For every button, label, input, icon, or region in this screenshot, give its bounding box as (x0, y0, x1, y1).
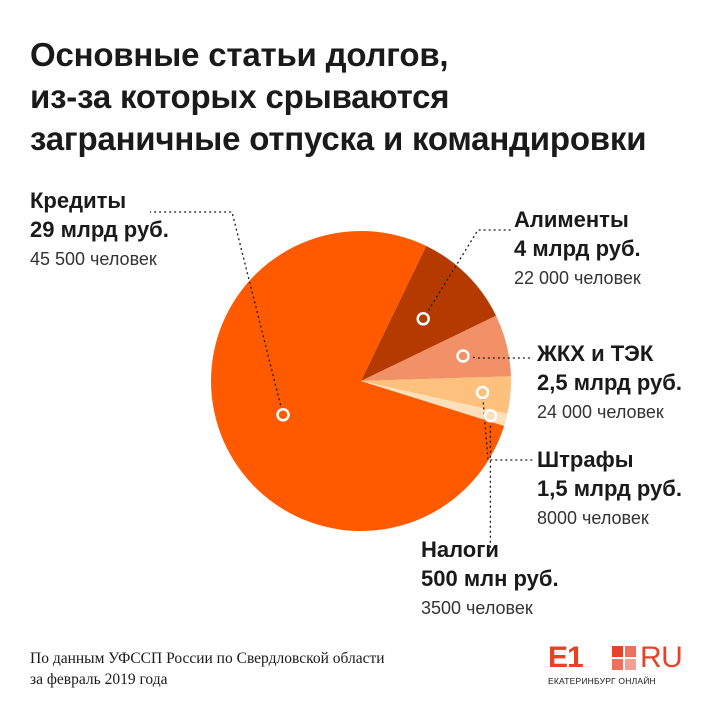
slice-people: 3500 человек (421, 598, 533, 618)
slice-name: Алименты (514, 207, 629, 232)
slice-name: Кредиты (30, 188, 127, 213)
pie-slice (361, 381, 508, 426)
leader-dot (483, 408, 498, 423)
slice-amount: 2,5 млрд руб. (537, 370, 682, 395)
slice-people: 8000 человек (537, 508, 649, 528)
chart-title: Основные статьи долгов, из-за которых ср… (30, 34, 647, 160)
slice-label-taxes: Налоги 500 млн руб. 3500 человек (421, 535, 559, 623)
slice-people: 24 000 человек (537, 402, 664, 422)
title-line: Основные статьи долгов, (30, 36, 449, 73)
slice-name: ЖКХ и ТЭК (537, 341, 654, 366)
slice-amount: 1,5 млрд руб. (537, 476, 682, 501)
leader-lines (150, 211, 533, 548)
logo-squares-icon (612, 646, 636, 670)
leader-dot (276, 408, 290, 422)
logo-mark: E1 (548, 641, 584, 674)
slice-label-alimony: Алименты 4 млрд руб. 22 000 человек (514, 205, 641, 293)
source-line: за февраль 2019 года (30, 671, 168, 688)
slice-label-fines: Штрафы 1,5 млрд руб. 8000 человек (537, 445, 682, 533)
pie-slice (361, 245, 497, 381)
e1-logo: E1 RU ЕКАТЕРИНБУРГ ОНЛАЙН (548, 643, 693, 687)
pie-slice (361, 376, 512, 414)
pie-slice (361, 315, 511, 381)
source-line: По данным УФССП России по Свердловской о… (30, 650, 385, 667)
slice-people: 45 500 человек (30, 249, 157, 269)
pie-slice (211, 231, 505, 532)
slice-name: Налоги (421, 537, 499, 562)
logo-domain: RU (640, 641, 683, 674)
slice-name: Штрафы (537, 447, 634, 472)
title-line: заграничные отпуска и командировки (30, 120, 647, 157)
slice-amount: 29 млрд руб. (30, 217, 169, 242)
leader-dot (416, 312, 430, 326)
logo-tagline: ЕКАТЕРИНБУРГ ОНЛАЙН (548, 676, 656, 686)
source-note: По данным УФССП России по Свердловской о… (30, 648, 385, 690)
slice-label-utilities: ЖКХ и ТЭК 2,5 млрд руб. 24 000 человек (537, 339, 682, 427)
leader-dot (475, 385, 490, 400)
slice-amount: 500 млн руб. (421, 566, 559, 591)
slice-amount: 4 млрд руб. (514, 236, 641, 261)
slice-people: 22 000 человек (514, 268, 641, 288)
slice-label-credits: Кредиты 29 млрд руб. 45 500 человек (30, 186, 169, 274)
leader-dot (456, 349, 470, 363)
pie-slices (211, 231, 512, 532)
leader-line (422, 229, 511, 320)
title-line: из-за которых срываются (30, 78, 450, 115)
